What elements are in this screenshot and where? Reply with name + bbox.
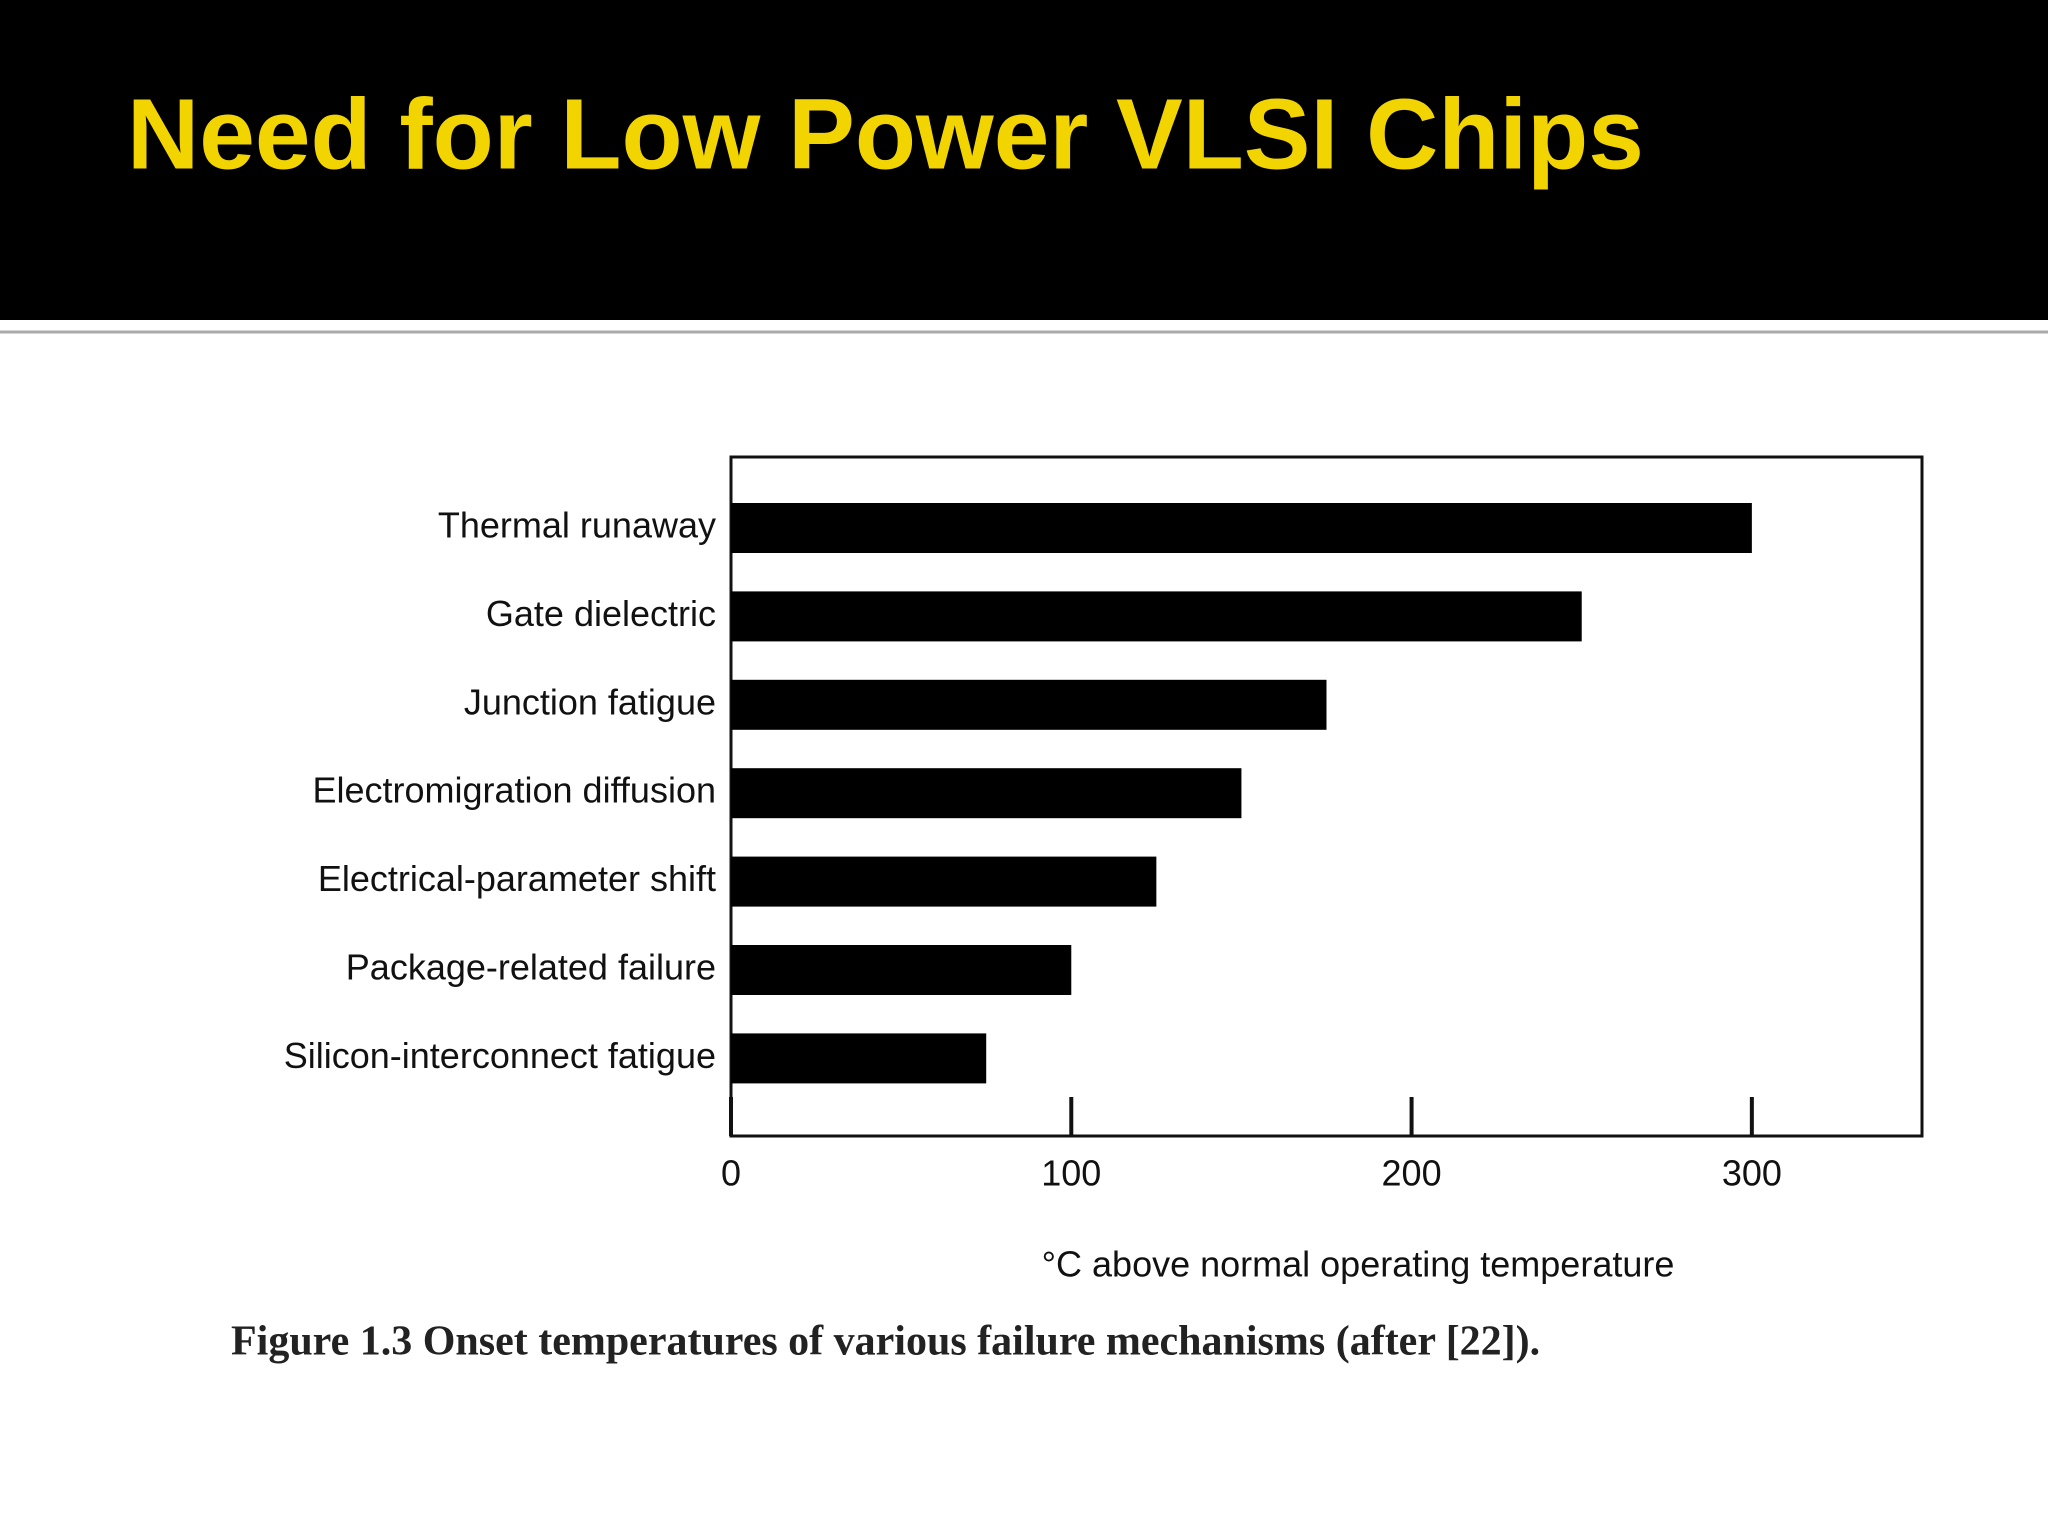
bar [731, 945, 1072, 995]
bar [731, 679, 1327, 730]
y-tick-label: Package-related failure [346, 947, 716, 988]
x-tick-label: 0 [721, 1153, 741, 1194]
bar [731, 768, 1242, 819]
y-tick-label: Junction fatigue [464, 681, 716, 722]
y-tick-label: Electromigration diffusion [312, 770, 716, 811]
bar [731, 856, 1157, 907]
header-band [0, 0, 2048, 320]
bar [731, 591, 1582, 642]
y-tick-label: Silicon-interconnect fatigue [284, 1035, 716, 1076]
x-tick-label: 100 [1041, 1153, 1101, 1194]
x-tick-label: 300 [1722, 1153, 1782, 1194]
x-axis-label: °C above normal operating temperature [1042, 1244, 1675, 1285]
y-tick-label: Thermal runaway [438, 505, 716, 546]
y-tick-label: Electrical-parameter shift [318, 858, 716, 899]
bar [731, 1033, 987, 1084]
y-tick-label: Gate dielectric [486, 593, 716, 634]
x-tick-label: 200 [1382, 1153, 1442, 1194]
bar [731, 503, 1752, 553]
slide-title: Need for Low Power VLSI Chips [127, 78, 1644, 190]
figure-caption: Figure 1.3 Onset temperatures of various… [231, 1319, 1540, 1365]
